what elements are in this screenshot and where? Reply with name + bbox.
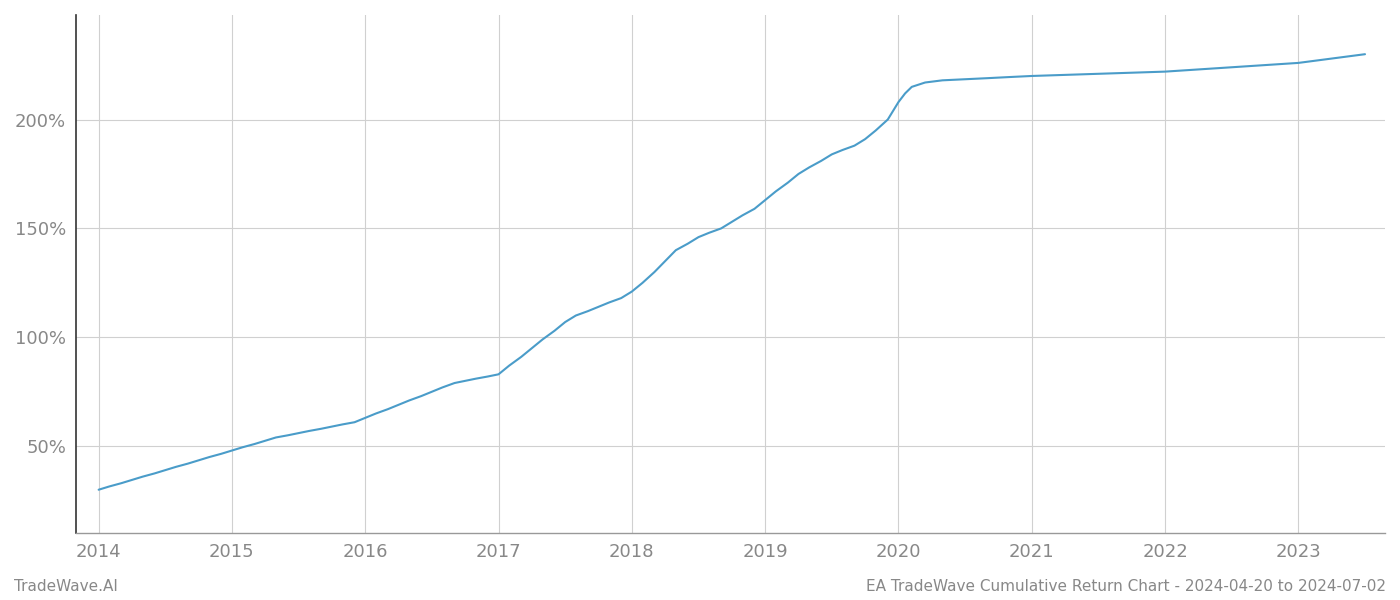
Text: TradeWave.AI: TradeWave.AI xyxy=(14,579,118,594)
Text: EA TradeWave Cumulative Return Chart - 2024-04-20 to 2024-07-02: EA TradeWave Cumulative Return Chart - 2… xyxy=(867,579,1386,594)
